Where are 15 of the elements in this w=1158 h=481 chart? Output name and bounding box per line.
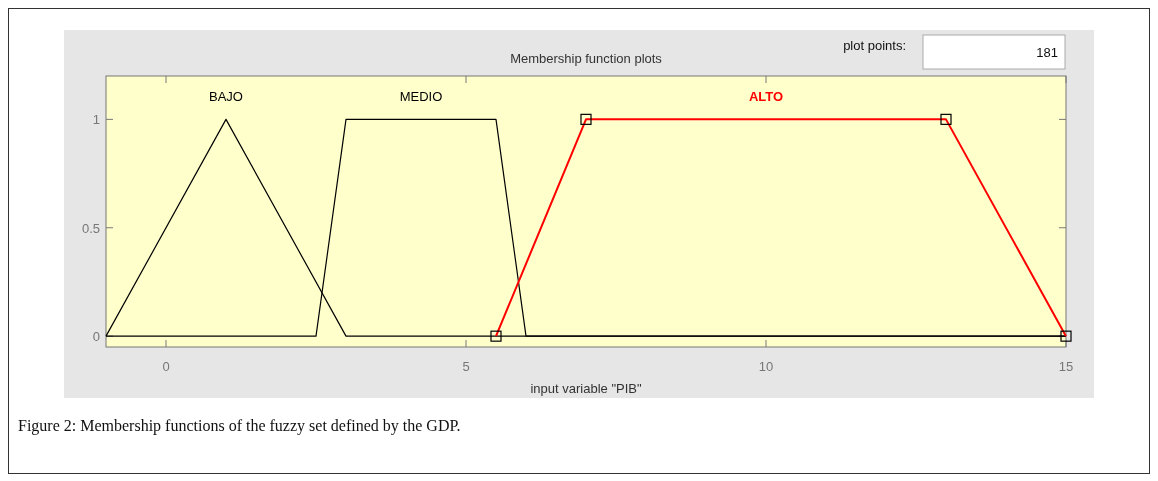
x-tick-label: 10 xyxy=(758,359,774,374)
series-label: MEDIO xyxy=(399,89,443,105)
series-label: BAJO xyxy=(209,89,243,105)
y-tick-label: 0 xyxy=(92,329,100,345)
y-tick-label: 1 xyxy=(92,112,100,128)
text: plot points: xyxy=(843,38,906,53)
chart-title: Membership function plots xyxy=(510,51,663,66)
x-tick-label: 15 xyxy=(1058,359,1074,374)
caption: Figure 2: Membership functions of the fuzzy set defined by the GDP. xyxy=(18,417,461,435)
x-tick-label: 5 xyxy=(462,359,470,374)
x-tick-label: 0 xyxy=(162,359,170,374)
x-axis-title: input variable "PIB" xyxy=(530,381,642,396)
series-label: ALTO xyxy=(748,89,784,105)
y-tick-label: 0.5 xyxy=(81,220,100,236)
text: 181 xyxy=(1036,45,1058,60)
